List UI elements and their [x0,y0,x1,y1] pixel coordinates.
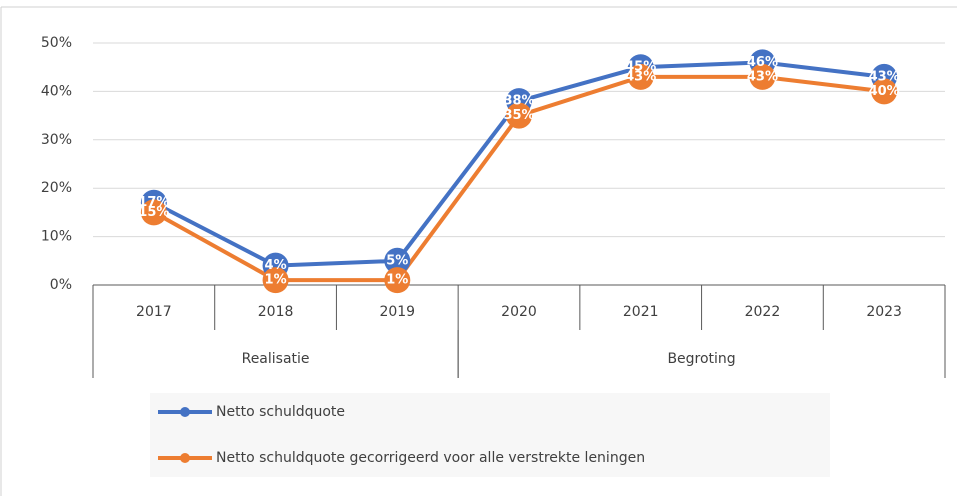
marker [384,267,411,294]
x-tick-label: 2018 [258,304,294,320]
legend-label: Netto schuldquote gecorrigeerd voor alle… [216,450,645,466]
x-tick-label: 2019 [379,304,415,320]
x-tick-label: 2022 [745,304,781,320]
value-label: 43% [625,69,656,84]
value-label: 45% [625,60,656,75]
value-label: 38% [503,94,534,109]
x-tick-label: 2017 [136,304,172,320]
marker [749,63,776,90]
value-label: 4% [265,258,287,273]
value-label: 43% [747,69,778,84]
marker [384,247,411,274]
value-label: 17% [138,195,169,210]
value-label: 5% [386,253,408,268]
legend-marker [180,453,190,463]
marker [262,267,289,294]
marker [140,199,167,226]
y-tick-label: 50% [41,35,72,51]
y-tick-label: 20% [41,180,72,196]
legend-label: Netto schuldquote [216,404,345,420]
x-tick-label: 2023 [866,304,902,320]
x-tick-label: 2021 [623,304,659,320]
marker [871,78,898,105]
y-tick-label: 30% [41,132,72,148]
y-tick-label: 10% [41,229,72,245]
value-label: 35% [503,108,534,123]
legend-box [150,393,830,477]
value-label: 40% [869,84,900,99]
y-tick-label: 40% [41,83,72,99]
value-label: 1% [386,273,408,288]
marker [627,63,654,90]
value-label: 43% [869,69,900,84]
value-label: 46% [747,55,778,70]
value-label: 1% [265,273,287,288]
group-label: Realisatie [242,351,310,367]
marker [506,102,532,129]
x-tick-label: 2020 [501,304,537,320]
y-tick-label: 0% [50,277,72,293]
legend-marker [180,407,190,417]
value-label: 15% [138,205,169,220]
group-label: Begroting [667,351,735,367]
